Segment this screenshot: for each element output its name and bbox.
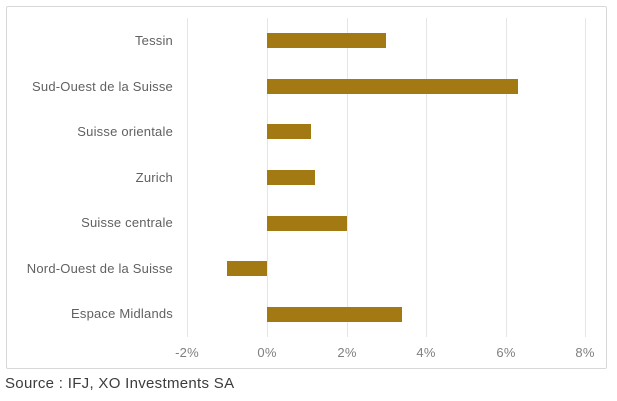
bar-nord-ouest-de-la-suisse: [227, 261, 267, 276]
category-label-nord-ouest-de-la-suisse: Nord-Ouest de la Suisse: [26, 260, 173, 276]
category-label-tessin: Tessin: [134, 33, 173, 48]
bar-suisse-centrale: [267, 216, 347, 231]
gridline--2%: [187, 18, 188, 337]
x-tick-label: 0%: [257, 345, 277, 360]
category-label-sud-ouest-de-la-suisse: Sud-Ouest de la Suisse: [32, 78, 173, 94]
gridline-2%: [347, 18, 348, 337]
category-label-suisse-orientale: Suisse orientale: [77, 124, 173, 140]
category-label-zurich: Zurich: [135, 169, 173, 185]
x-tick-label: 6%: [496, 345, 516, 360]
x-tick-label: 4%: [416, 345, 436, 360]
plot-area: -2% 0% 2% 4% 6% 8% Tessin Sud-Ouest de la Suiss…: [7, 7, 606, 368]
gridline-6%: [506, 18, 507, 337]
chart-card: -2% 0% 2% 4% 6% 8% Tessin Sud-Ouest de la Suiss…: [6, 6, 607, 369]
x-tick-label: 8%: [575, 345, 595, 360]
bar-zurich: [267, 170, 315, 185]
gridline-4%: [426, 18, 427, 337]
category-label-espace-midlands: Espace Midlands: [71, 306, 173, 322]
bar-espace-midlands: [267, 307, 402, 322]
x-tick-label: 2%: [337, 345, 357, 360]
x-tick-label: -2%: [175, 345, 199, 360]
source-text: Source : IFJ, XO Investments SA: [5, 375, 235, 392]
gridline-8%: [585, 18, 586, 337]
bar-suisse-orientale: [267, 124, 311, 139]
category-label-suisse-centrale: Suisse centrale: [81, 215, 173, 231]
bar-tessin: [267, 33, 386, 48]
bar-sud-ouest-de-la-suisse: [267, 79, 518, 94]
